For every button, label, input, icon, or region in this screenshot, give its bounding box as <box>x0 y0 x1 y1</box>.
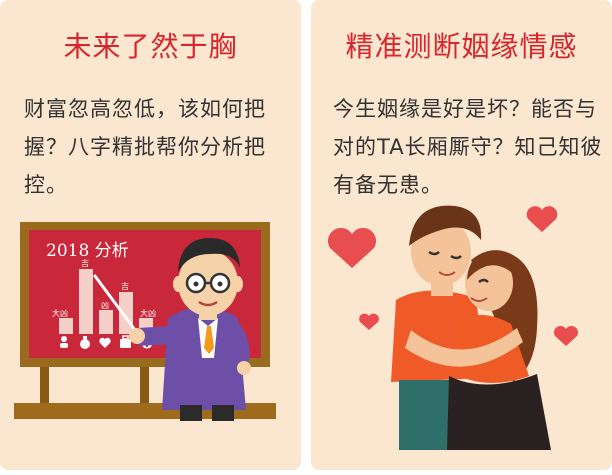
person-icon <box>60 336 68 348</box>
fortune-card-description: 财富忽高忽低，该如何把握？八字精批帮你分析把控。 <box>24 97 266 197</box>
bar-label-4: 吉 <box>121 282 129 291</box>
fortune-card[interactable]: 未来了然于胸 财富忽高忽低，该如何把握？八字精批帮你分析把控。 大凶 吉 凶 吉… <box>0 0 301 470</box>
bar-label-5: 大凶 <box>140 308 156 318</box>
teacher-board-illustration: 大凶 吉 凶 吉 大凶 2018 分析 <box>14 222 276 421</box>
bar-label-2: 吉 <box>81 259 89 268</box>
heart-icon <box>99 337 111 348</box>
board-heading: 2018 分析 <box>46 241 129 261</box>
heart-icon <box>327 227 377 268</box>
bar-label-1: 大凶 <box>52 308 68 318</box>
love-card-title: 精准测断姻缘情感 <box>345 30 578 63</box>
bar-1 <box>59 318 73 334</box>
heart-icon <box>526 206 558 232</box>
love-card[interactable]: 精准测断姻缘情感 今生姻缘是好是坏？能否与对的TA长厢厮守？知己知彼有备无患。 <box>311 0 612 470</box>
heart-icon <box>553 325 579 346</box>
love-card-description: 今生姻缘是好是坏？能否与对的TA长厢厮守？知己知彼有备无患。 <box>333 97 603 197</box>
bar-3 <box>99 310 113 334</box>
fortune-card-title: 未来了然于胸 <box>63 30 238 63</box>
heart-icon <box>359 313 379 330</box>
money-bag-icon <box>80 336 90 349</box>
bar-label-3: 凶 <box>101 301 109 310</box>
couple-illustration <box>327 205 579 450</box>
bar-2 <box>79 269 93 334</box>
briefcase-icon <box>120 335 131 348</box>
